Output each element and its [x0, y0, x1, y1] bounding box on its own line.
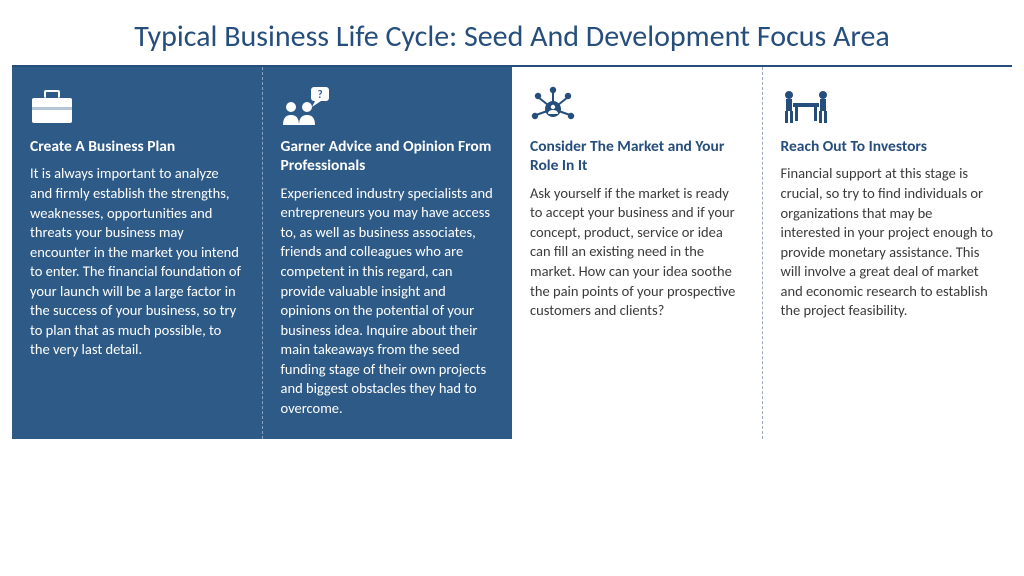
advice-icon: ? [281, 83, 495, 125]
column-4-title: Reach Out To Investors [781, 137, 995, 156]
column-2: ? Garner Advice and Opinion From Profess… [263, 67, 513, 439]
column-3-body: Ask yourself if the market is ready to a… [530, 184, 744, 321]
column-4: Reach Out To Investors Financial support… [763, 67, 1013, 439]
column-2-body: Experienced industry specialists and ent… [281, 184, 495, 419]
column-4-body: Financial support at this stage is cruci… [781, 164, 995, 321]
column-1: Create A Business Plan It is always impo… [12, 67, 263, 439]
network-icon [530, 83, 744, 125]
columns-container: Create A Business Plan It is always impo… [0, 67, 1024, 439]
page-title: Typical Business Life Cycle: Seed And De… [0, 0, 1024, 65]
meeting-icon [781, 83, 995, 125]
column-3: Consider The Market and Your Role In It … [512, 67, 763, 439]
column-1-body: It is always important to analyze and fi… [30, 164, 244, 360]
column-1-title: Create A Business Plan [30, 137, 244, 156]
column-3-title: Consider The Market and Your Role In It [530, 137, 744, 176]
briefcase-icon [30, 83, 244, 125]
column-2-title: Garner Advice and Opinion From Professio… [281, 137, 495, 176]
svg-text:?: ? [317, 88, 322, 101]
